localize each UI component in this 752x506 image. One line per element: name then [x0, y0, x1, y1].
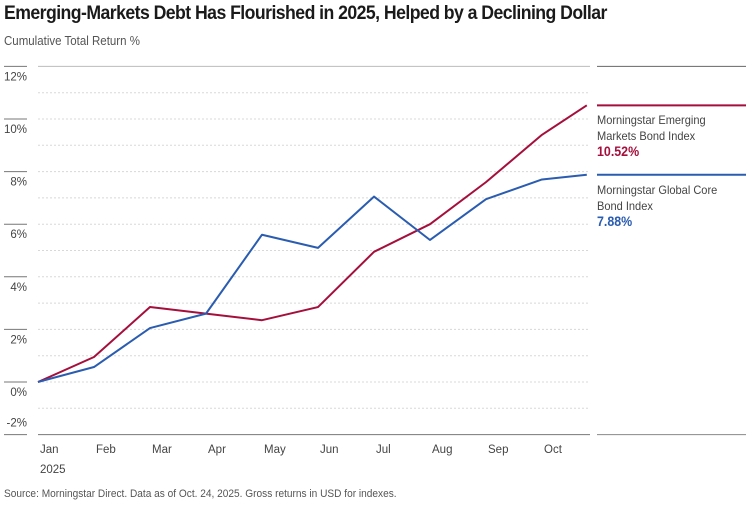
legend-value: 10.52% [597, 144, 640, 160]
y-tick-label: 2% [10, 334, 27, 346]
x-tick-label: Jan [40, 444, 59, 456]
legend-value: 7.88% [597, 213, 633, 229]
y-tick-label: 6% [10, 229, 27, 241]
x-tick-label: Apr [208, 444, 226, 456]
x-tick-label: Jul [376, 444, 391, 456]
legend-item-em-bond: Morningstar Emerging Markets Bond Index … [597, 112, 735, 160]
x-tick-label: Jun [320, 444, 339, 456]
series-line-0 [37, 104, 588, 383]
x-tick-label: Sep [488, 444, 508, 456]
y-tick-label: 0% [10, 387, 27, 399]
x-tick-label: May [264, 444, 286, 456]
y-tick-label: 10% [4, 124, 27, 136]
x-tick-label: Oct [544, 444, 563, 456]
legend-label: Morningstar Emerging Markets Bond Index [597, 113, 706, 144]
x-tick-label: Mar [152, 444, 172, 456]
legend-item-global-core: Morningstar Global Core Bond Index 7.88% [597, 182, 735, 230]
y-tick-label: 4% [10, 282, 27, 294]
y-axis-label: Cumulative Total Return % [4, 34, 140, 48]
source-note: Source: Morningstar Direct. Data as of O… [4, 488, 397, 500]
x-year-label: 2025 [40, 464, 66, 476]
y-tick-label: 8% [10, 177, 27, 189]
y-tick-label: 12% [4, 71, 27, 83]
series-line-1 [37, 173, 587, 383]
x-tick-label: Feb [96, 444, 116, 456]
x-tick-label: Aug [432, 444, 452, 456]
chart-title: Emerging-Markets Debt Has Flourished in … [4, 3, 607, 24]
legend-label: Morningstar Global Core Bond Index [597, 182, 718, 213]
y-tick-label: -2% [7, 418, 27, 430]
